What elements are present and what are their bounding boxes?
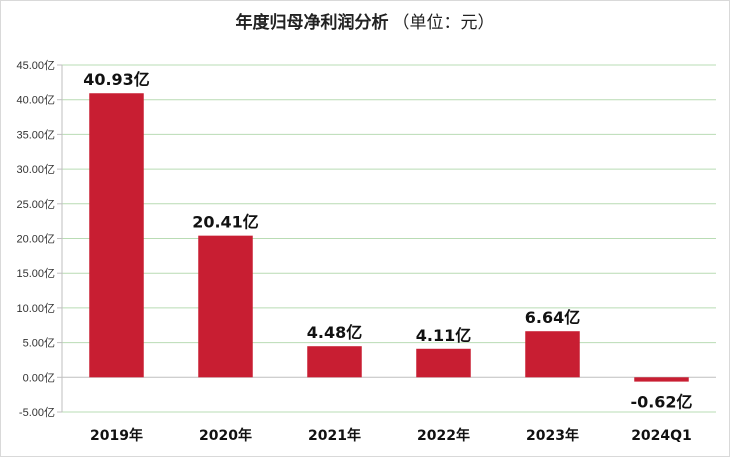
data-label: -0.62亿 [630, 393, 692, 412]
bar [307, 346, 362, 378]
x-tick-label: 2024Q1 [631, 428, 692, 444]
grid-lines [57, 64, 716, 413]
data-label: 40.93亿 [83, 70, 150, 89]
bar [89, 93, 144, 378]
chart-title-unit: （单位：元） [392, 13, 495, 33]
data-label: 4.48亿 [307, 323, 362, 342]
y-axis-ticks: 45.00亿 40.00亿 35.00亿 30.00亿 25.00亿 20.00亿 15.0… [16, 59, 55, 419]
x-tick-label: 2023年 [526, 427, 579, 444]
bars [89, 93, 689, 382]
bar [525, 331, 580, 378]
x-tick-label: 2022年 [417, 427, 470, 444]
data-label: 6.64亿 [525, 308, 580, 327]
x-tick-label: 2021年 [308, 427, 361, 444]
y-tick-label: 20.00亿 [16, 233, 55, 246]
data-label: 20.41亿 [192, 213, 259, 232]
chart-title: 年度归母净利润分析 （单位：元） [0, 8, 730, 33]
data-labels: 40.93亿 20.41亿 4.48亿 4.11亿 6.64亿 -0.62亿 [83, 70, 692, 411]
y-tick-label: 40.00亿 [16, 94, 55, 107]
chart-title-main: 年度归母净利润分析 [235, 13, 389, 33]
x-tick-label: 2019年 [90, 427, 143, 444]
bar [634, 377, 689, 382]
bar [198, 235, 253, 378]
y-tick-label: 0.00亿 [23, 371, 55, 384]
x-tick-label: 2020年 [199, 427, 252, 444]
y-tick-label: -5.00亿 [19, 406, 55, 419]
y-tick-label: 25.00亿 [16, 198, 55, 211]
x-axis-labels: 2019年 2020年 2021年 2022年 2023年 2024Q1 [90, 427, 692, 444]
data-label: 4.11亿 [416, 326, 471, 345]
bar [416, 348, 471, 378]
y-tick-label: 10.00亿 [16, 302, 55, 315]
y-tick-label: 15.00亿 [16, 267, 55, 280]
y-tick-label: 45.00亿 [16, 59, 55, 72]
y-tick-label: 35.00亿 [16, 128, 55, 141]
y-tick-label: 30.00亿 [16, 163, 55, 176]
y-tick-label: 5.00亿 [23, 337, 55, 350]
